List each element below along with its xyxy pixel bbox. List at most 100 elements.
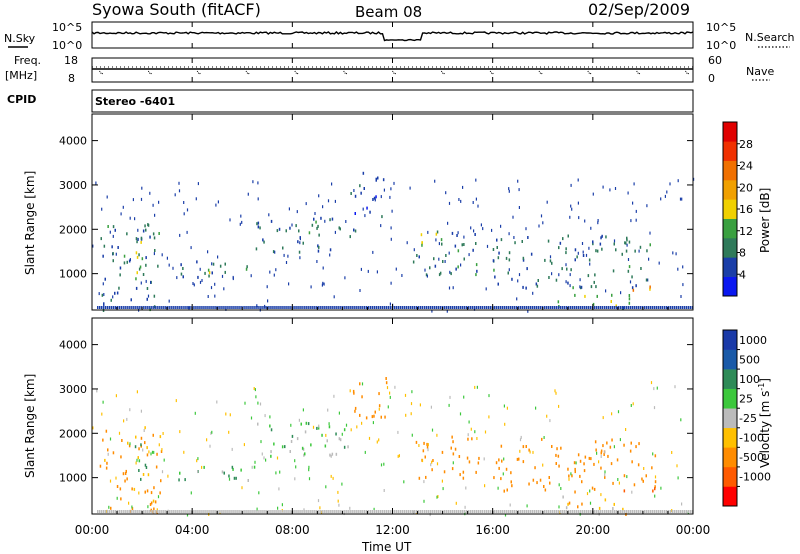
power-cell — [649, 287, 651, 291]
power-cell — [295, 224, 297, 228]
power-cell — [299, 237, 301, 241]
velocity-cell — [641, 477, 643, 481]
power-cell — [316, 260, 318, 263]
power-cell — [546, 200, 548, 204]
power-cell — [390, 237, 392, 241]
power-cell — [119, 266, 122, 270]
power-cell — [434, 264, 437, 268]
power-cell — [577, 178, 579, 182]
velocity-cell — [518, 457, 520, 461]
velocity-cell — [233, 476, 236, 480]
power-cell — [389, 195, 391, 199]
velocity-cell — [307, 510, 309, 513]
power-cell — [639, 245, 642, 249]
power-cell — [257, 225, 260, 229]
velocity-cell — [584, 455, 587, 459]
power-cell — [505, 306, 508, 309]
velocity-cell — [629, 449, 632, 453]
power-colorbar-tick-label: 4 — [739, 268, 746, 281]
velocity-cell — [410, 412, 412, 416]
velocity-cell — [577, 505, 579, 509]
power-cell — [344, 276, 346, 280]
power-cell — [178, 189, 181, 193]
velocity-cell — [294, 459, 296, 463]
velocity-cell — [570, 472, 572, 476]
power-cell — [646, 278, 649, 282]
power-cell — [527, 306, 530, 309]
power-cell — [338, 226, 340, 230]
power-colorbar-tick-label: 12 — [739, 225, 753, 238]
power-cell — [575, 306, 578, 309]
power-cell — [587, 274, 590, 278]
power-colorbar-tick-label: 20 — [739, 181, 753, 194]
power-cell — [305, 306, 307, 309]
power-cell — [145, 306, 147, 309]
velocity-cell — [421, 459, 424, 463]
power-cell — [322, 266, 324, 270]
velocity-cell — [680, 418, 682, 422]
power-cell — [130, 298, 132, 302]
velocity-cell — [147, 505, 149, 509]
velocity-cell — [157, 510, 159, 513]
velocity-cell — [111, 510, 113, 513]
power-cell — [629, 280, 632, 284]
velocity-cell — [145, 466, 148, 469]
power-cell — [486, 244, 489, 248]
velocity-cell — [466, 456, 469, 460]
velocity-cell — [389, 395, 391, 399]
velocity-cell — [488, 394, 490, 398]
power-cell — [471, 306, 474, 309]
velocity-cell — [411, 390, 413, 394]
velocity-cell — [118, 431, 121, 435]
power-cell — [211, 262, 213, 266]
velocity-colorbar-label: Velocity [m s-1] — [757, 378, 772, 468]
velocity-cell — [423, 510, 426, 513]
power-cell — [337, 306, 339, 309]
velocity-cell — [162, 432, 164, 435]
velocity-cell — [305, 510, 307, 513]
power-cell — [446, 309, 448, 313]
power-cell — [114, 228, 116, 232]
velocity-cell — [505, 510, 508, 513]
power-cell — [551, 261, 553, 265]
velocity-cell — [385, 381, 388, 385]
power-cell — [401, 274, 403, 277]
velocity-cell — [301, 446, 304, 450]
power-cell — [593, 306, 596, 309]
power-cell — [448, 201, 451, 205]
power-cell — [457, 265, 459, 269]
velocity-cell — [352, 389, 355, 393]
velocity-cell — [562, 495, 564, 499]
velocity-cell — [645, 474, 647, 478]
power-cell — [633, 306, 636, 309]
velocity-cell — [528, 448, 530, 452]
plot-title: Syowa South (fitACF) — [92, 0, 261, 19]
power-cell — [420, 233, 423, 237]
velocity-cell — [265, 510, 267, 513]
power-cell — [157, 306, 159, 309]
velocity-cell — [359, 382, 361, 386]
power-cell — [299, 256, 301, 260]
power-cell — [259, 306, 261, 309]
power-cell — [188, 306, 190, 310]
power-cell — [199, 306, 201, 309]
velocity-cell — [436, 433, 438, 437]
power-cell — [624, 241, 626, 245]
power-cell — [514, 241, 516, 245]
power-cell — [281, 306, 283, 309]
velocity-cell — [275, 471, 277, 475]
power-cell — [217, 255, 219, 259]
velocity-cell — [577, 453, 580, 457]
velocity-cell — [596, 451, 598, 455]
power-cell — [289, 306, 291, 309]
velocity-cell — [327, 510, 329, 513]
power-cell — [597, 306, 600, 309]
velocity-cell — [477, 510, 480, 513]
power-cell — [680, 306, 682, 309]
power-cell — [154, 213, 156, 217]
velocity-cell — [359, 413, 361, 417]
velocity-cell — [638, 442, 640, 446]
power-cell — [649, 306, 652, 309]
power-cell — [413, 306, 415, 309]
power-cell — [272, 250, 275, 254]
